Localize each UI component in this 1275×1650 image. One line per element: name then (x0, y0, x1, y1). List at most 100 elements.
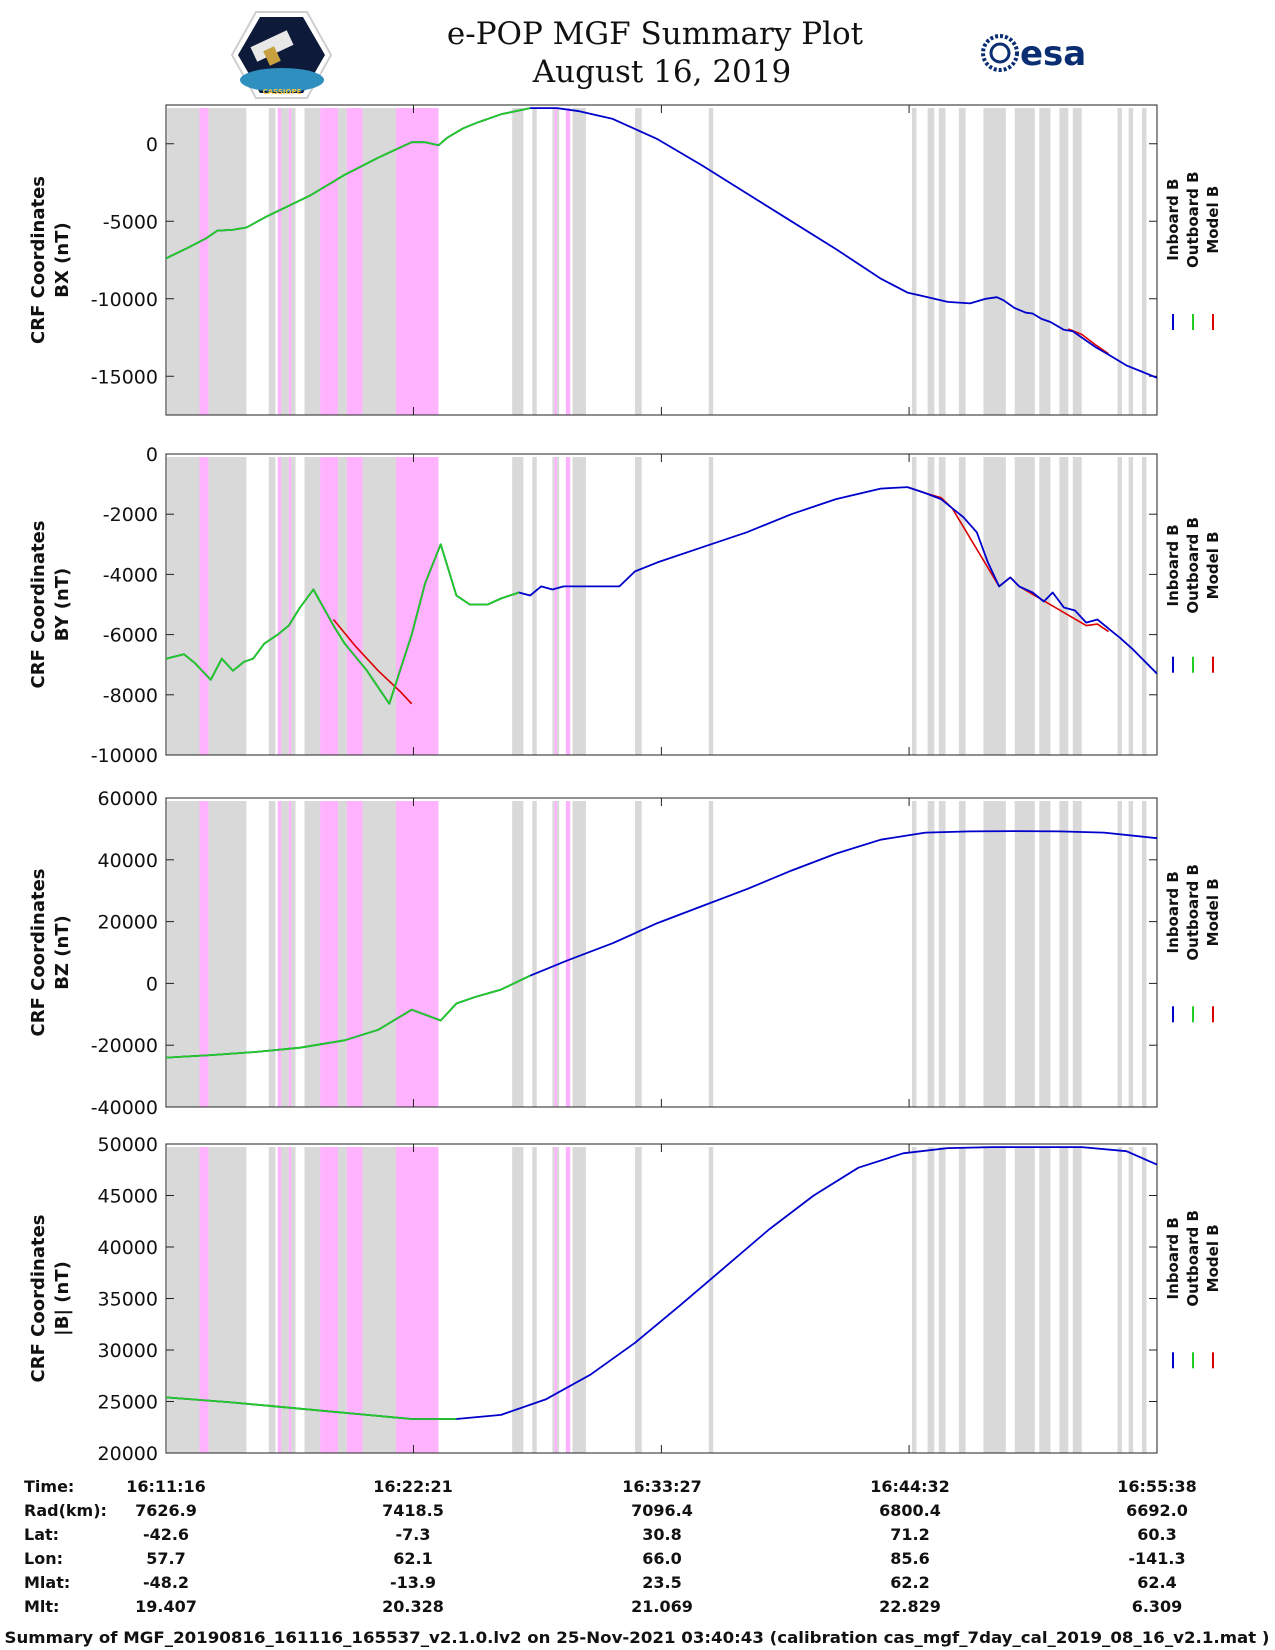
gray-band (938, 801, 946, 1107)
gray-band (958, 1147, 966, 1453)
gray-band (362, 1147, 397, 1453)
gray-band (927, 801, 935, 1107)
series-outboard-line (166, 107, 531, 260)
gray-band (983, 108, 1006, 415)
legend: Inboard B Outboard B Model B (1164, 517, 1222, 673)
info-cell: 21.069 (631, 1597, 693, 1616)
y-axis-label: BX (nT) (52, 222, 73, 297)
pink-band (436, 108, 439, 415)
pink-band (396, 108, 437, 415)
info-cell: -42.6 (143, 1525, 189, 1544)
gray-band (512, 108, 524, 415)
info-cell: -13.9 (390, 1573, 436, 1592)
pink-band (322, 457, 338, 755)
y-tick-label: -2000 (103, 504, 158, 526)
info-label-rad: Rad(km): (24, 1501, 107, 1520)
legend: Inboard B Outboard B Model B (1164, 1210, 1222, 1369)
pink-band (277, 801, 282, 1107)
y-tick-label: -10000 (91, 745, 158, 767)
gray-band (927, 1147, 935, 1453)
legend: Inboard B Outboard B Model B (1164, 171, 1222, 330)
legend-label-outboard: Outboard B (1184, 1210, 1202, 1307)
gray-band (958, 108, 966, 415)
pink-band (436, 457, 439, 755)
legend-label-outboard: Outboard B (1184, 864, 1202, 961)
info-cell: 6692.0 (1126, 1501, 1188, 1520)
panel-bx: -15000 -10000 -5000 0 CRF Coordinates BX (nT)… (28, 104, 1222, 416)
gray-band (208, 1147, 247, 1453)
pink-band (320, 1147, 323, 1453)
info-cell: 16:22:21 (373, 1477, 453, 1496)
y-tick-label: 40000 (98, 850, 158, 872)
legend-label-model: Model B (1204, 878, 1222, 946)
gray-band (337, 1147, 347, 1453)
pink-band (554, 457, 557, 755)
y-tick-label: 30000 (98, 1340, 158, 1362)
gray-band (268, 108, 276, 415)
gray-band (208, 108, 247, 415)
background-bands (167, 1147, 1147, 1453)
gray-band (938, 108, 946, 415)
cassiope-logo-text: CASSIOPE (263, 88, 302, 96)
info-cell: 66.0 (642, 1549, 681, 1568)
gray-band (268, 801, 276, 1107)
gray-band (167, 457, 200, 755)
gray-band (1142, 1147, 1147, 1453)
gray-band (532, 1147, 537, 1453)
gray-band (1059, 1147, 1069, 1453)
gray-band (635, 801, 642, 1107)
legend-label-outboard: Outboard B (1184, 171, 1202, 268)
panel-bz: -40000 -20000 0 20000 40000 60000 CRF Coordina… (28, 788, 1222, 1119)
pink-band (322, 1147, 338, 1453)
info-cell: -141.3 (1128, 1549, 1185, 1568)
y-tick-label: 0 (146, 134, 158, 156)
gray-band (911, 108, 917, 415)
gray-band (938, 457, 946, 755)
gray-band (1072, 457, 1082, 755)
pink-band (199, 457, 209, 755)
gray-band (1072, 108, 1082, 415)
y-tick-label: -6000 (103, 625, 158, 647)
info-cell: 16:11:16 (126, 1477, 206, 1496)
gray-band (362, 457, 397, 755)
pink-band (320, 108, 323, 415)
gray-band (337, 108, 347, 415)
gray-band (304, 801, 321, 1107)
gray-band (337, 457, 347, 755)
gray-band (1039, 108, 1051, 415)
pink-band (346, 457, 363, 755)
gray-band (281, 801, 289, 1107)
gray-band (938, 1147, 946, 1453)
legend-label-inboard: Inboard B (1164, 871, 1182, 953)
info-cell: 20.328 (382, 1597, 444, 1616)
y-tick-label: -20000 (91, 1035, 158, 1057)
y-tick-label: 0 (146, 444, 158, 466)
gray-band (167, 801, 200, 1107)
info-cell: -7.3 (396, 1525, 431, 1544)
pink-band (277, 457, 282, 755)
pink-band (436, 801, 439, 1107)
esa-logo: esa (981, 34, 1086, 74)
pink-band (288, 108, 292, 415)
legend-label-outboard: Outboard B (1184, 517, 1202, 614)
page-subtitle-date: August 16, 2019 (532, 54, 791, 90)
gray-band (1142, 801, 1147, 1107)
page-title: e-POP MGF Summary Plot (447, 16, 864, 52)
gray-band (512, 1147, 524, 1453)
legend-label-inboard: Inboard B (1164, 524, 1182, 606)
gray-band (572, 1147, 586, 1453)
series-model-line (1068, 328, 1109, 355)
y-tick-label: 0 (146, 973, 158, 995)
y-tick-label: 45000 (98, 1186, 158, 1208)
gray-band (635, 1147, 642, 1453)
gray-band (167, 1147, 200, 1453)
gray-band (512, 457, 524, 755)
legend-label-inboard: Inboard B (1164, 1217, 1182, 1299)
info-cell: -48.2 (143, 1573, 189, 1592)
y-tick-label: 20000 (98, 1443, 158, 1465)
info-cell: 62.2 (890, 1573, 929, 1592)
gray-band (958, 457, 966, 755)
gray-band (304, 1147, 321, 1453)
gray-band (1072, 801, 1082, 1107)
